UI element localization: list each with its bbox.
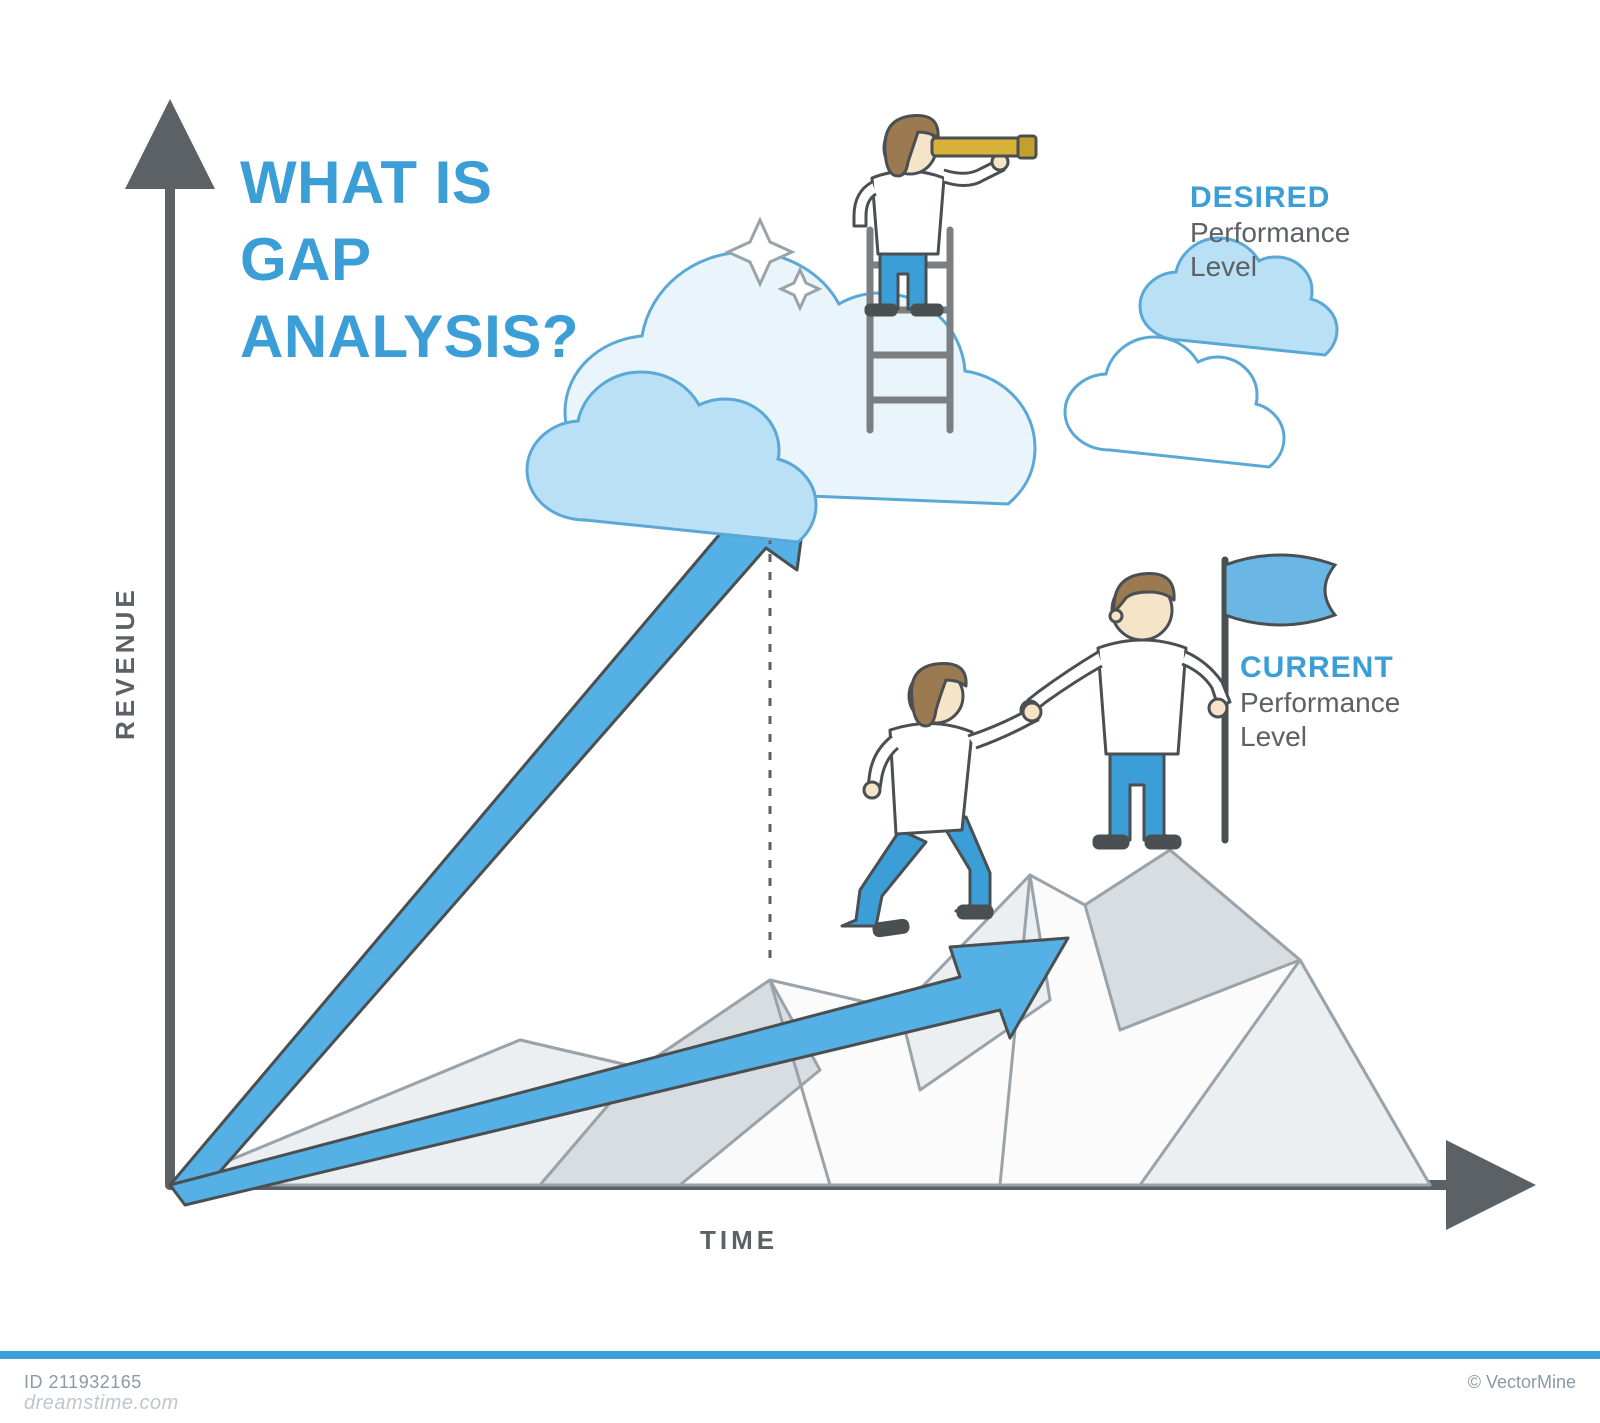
title-line-1: WHAT IS xyxy=(240,145,579,222)
diagram-title: WHAT IS GAP ANALYSIS? xyxy=(240,145,579,375)
callout-current-sub: Performance Level xyxy=(1240,686,1400,753)
callout-desired: DESIRED Performance Level xyxy=(1190,180,1350,283)
person-current-standing xyxy=(1021,574,1230,848)
callout-desired-sub: Performance Level xyxy=(1190,216,1350,283)
y-axis-label: REVENUE xyxy=(110,586,141,740)
title-line-2: GAP xyxy=(240,222,579,299)
callout-desired-heading: DESIRED xyxy=(1190,180,1350,216)
person-desired xyxy=(854,115,1036,315)
clouds xyxy=(527,238,1337,542)
x-axis-label: TIME xyxy=(700,1225,778,1256)
footer-brand: dreamstime.com xyxy=(24,1392,179,1415)
footer-bar xyxy=(0,1351,1600,1359)
callout-current: CURRENT Performance Level xyxy=(1240,650,1400,753)
footer-credit: © VectorMine xyxy=(1468,1372,1576,1393)
telescope-icon xyxy=(932,136,1036,158)
title-line-3: ANALYSIS? xyxy=(240,299,579,376)
footer-id: ID 211932165 xyxy=(24,1372,142,1393)
infographic-canvas: WHAT IS GAP ANALYSIS? REVENUE TIME DESIR… xyxy=(0,0,1600,1423)
callout-current-heading: CURRENT xyxy=(1240,650,1400,686)
